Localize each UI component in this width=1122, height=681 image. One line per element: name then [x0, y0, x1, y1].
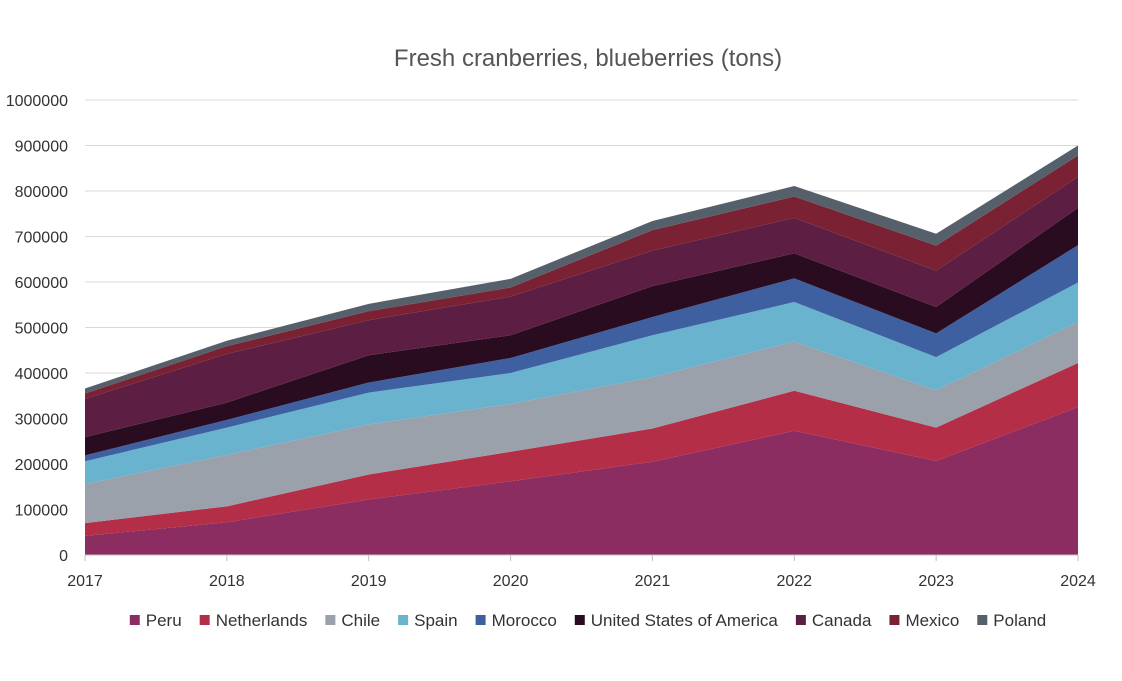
y-tick-label: 800000 — [15, 184, 68, 201]
chart-title: Fresh cranberries, blueberries (tons) — [394, 45, 782, 72]
area-series-spain — [85, 282, 1078, 485]
legend-label: Canada — [812, 611, 872, 630]
legend-swatch — [475, 615, 486, 625]
legend-swatch — [574, 615, 585, 625]
area-series-canada — [85, 176, 1078, 438]
legend-label: Poland — [993, 611, 1046, 630]
x-tick-label: 2018 — [209, 573, 245, 590]
area-series-poland — [85, 145, 1078, 394]
area-series-peru — [85, 407, 1078, 555]
x-tick-label: 2019 — [351, 573, 387, 590]
legend-label: United States of America — [591, 611, 779, 630]
x-axis: 2017 2018 2019 2020 2021 2022 2023 2024 — [67, 554, 1096, 590]
legend-swatch — [199, 615, 210, 625]
legend-label: Peru — [146, 611, 182, 630]
y-tick-label: 300000 — [15, 412, 68, 429]
x-tick-label: 2024 — [1060, 573, 1096, 590]
y-tick-label: 200000 — [15, 457, 68, 474]
x-tick-label: 2017 — [67, 573, 103, 590]
y-axis: 0 100000 200000 300000 400000 500000 600000 700… — [6, 93, 68, 565]
legend: Peru Netherlands Chile Spain Morocco United S… — [129, 611, 1046, 630]
y-tick-label: 100000 — [15, 503, 68, 520]
legend-label: Mexico — [905, 611, 959, 630]
y-tick-label: 1000000 — [6, 93, 68, 110]
area-series-morocco — [85, 245, 1078, 462]
legend-label: Chile — [341, 611, 380, 630]
x-tick-label: 2023 — [918, 573, 954, 590]
y-tick-label: 600000 — [15, 275, 68, 292]
legend-label: Morocco — [492, 611, 557, 630]
y-tick-label: 400000 — [15, 366, 68, 383]
legend-label: Netherlands — [216, 611, 308, 630]
x-tick-label: 2020 — [493, 573, 529, 590]
area-series-mexico — [85, 155, 1078, 399]
legend-swatch — [795, 615, 806, 625]
area-series-chile — [85, 322, 1078, 524]
area-series-united-states-of-america — [85, 207, 1078, 456]
area-series-group — [85, 145, 1078, 555]
y-tick-label: 0 — [59, 548, 68, 565]
y-tick-label: 700000 — [15, 230, 68, 247]
y-tick-label: 500000 — [15, 321, 68, 338]
legend-swatch — [129, 615, 140, 625]
legend-swatch — [398, 615, 409, 625]
legend-swatch — [889, 615, 900, 625]
x-tick-label: 2021 — [635, 573, 671, 590]
y-tick-label: 900000 — [15, 139, 68, 156]
legend-swatch — [325, 615, 336, 625]
area-series-netherlands — [85, 362, 1078, 536]
legend-label: Spain — [414, 611, 457, 630]
x-tick-label: 2022 — [776, 573, 812, 590]
legend-swatch — [977, 615, 988, 625]
